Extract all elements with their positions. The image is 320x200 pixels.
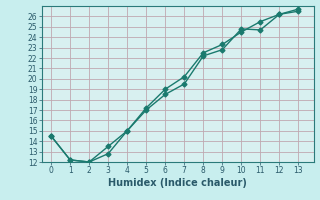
X-axis label: Humidex (Indice chaleur): Humidex (Indice chaleur) — [108, 178, 247, 188]
